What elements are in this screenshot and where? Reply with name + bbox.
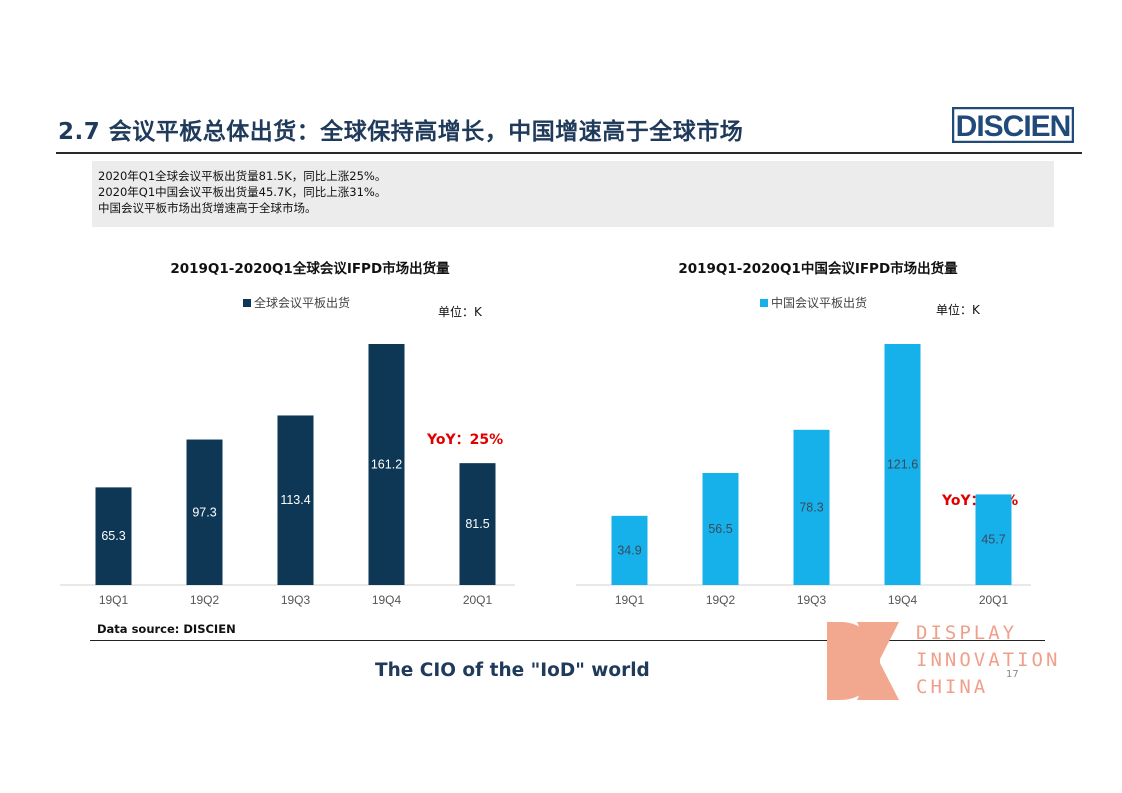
brand-line-china: CHINA <box>916 676 989 698</box>
china-bar-19q4 <box>884 344 921 585</box>
global-chart-unit: 单位：K <box>438 305 482 319</box>
china-bar-19q2 <box>702 473 739 585</box>
summary-line-3: 中国会议平板市场出货增速高于全球市场。 <box>98 201 317 215</box>
global-bar-19q4 <box>368 344 405 585</box>
china-data-label-19q3: 78.3 <box>799 500 823 514</box>
china-data-label-20q1: 45.7 <box>981 533 1005 547</box>
global-bar-19q3 <box>277 415 314 585</box>
china-legend-label: 中国会议平板出货 <box>771 296 868 310</box>
global-shipment-chart: 65.3 19Q1 97.3 19Q2 113.4 19Q3 161.2 19Q4 81.5 20… <box>60 344 515 607</box>
global-bar-19q2 <box>186 439 223 585</box>
china-tick-label-19q3: 19Q3 <box>797 593 827 607</box>
title-divider <box>56 152 1082 154</box>
summary-box: 2020年Q1全球会议平板出货量81.5K，同比上涨25%。 2020年Q1中国… <box>92 161 1054 227</box>
global-data-label-19q2: 97.3 <box>192 505 216 519</box>
global-chart-legend: 全球会议平板出货 <box>243 294 350 311</box>
global-data-label-20q1: 81.5 <box>465 517 489 531</box>
brand-line-innovation: INNOVATION <box>916 649 1061 671</box>
footer-divider <box>90 640 1045 641</box>
summary-line-1: 2020年Q1全球会议平板出货量81.5K，同比上涨25%。 <box>98 169 387 183</box>
display-innovation-china-logo-mark <box>827 622 899 700</box>
global-chart-title: 2019Q1-2020Q1全球会议IFPD市场出货量 <box>170 261 450 277</box>
global-tick-label-19q1: 19Q1 <box>99 593 129 607</box>
brand-line-display: DISPLAY <box>916 622 1018 644</box>
china-chart-title: 2019Q1-2020Q1中国会议IFPD市场出货量 <box>678 261 958 277</box>
discien-logo: DISCIEN <box>952 107 1074 143</box>
slide-title: 2.7 会议平板总体出货：全球保持高增长，中国增速高于全球市场 <box>58 119 744 145</box>
china-data-label-19q2: 56.5 <box>708 522 732 536</box>
global-tick-label-19q4: 19Q4 <box>372 593 402 607</box>
china-tick-label-19q1: 19Q1 <box>615 593 645 607</box>
china-bar-19q3 <box>793 429 830 585</box>
china-data-label-19q1: 34.9 <box>617 543 641 557</box>
tagline: The CIO of the "IoD" world <box>375 660 650 681</box>
global-legend-swatch <box>243 299 251 307</box>
summary-line-2: 2020年Q1中国会议平板出货量45.7K，同比上涨31%。 <box>98 185 387 199</box>
china-legend-swatch <box>760 299 768 307</box>
global-data-label-19q4: 161.2 <box>371 458 402 472</box>
page-number: 17 <box>1006 669 1019 680</box>
china-chart-unit: 单位：K <box>936 303 980 317</box>
global-data-label-19q1: 65.3 <box>101 529 125 543</box>
china-bar-20q1 <box>975 494 1012 585</box>
global-legend-label: 全球会议平板出货 <box>254 296 351 310</box>
svg-text:DISCIEN: DISCIEN <box>956 110 1071 143</box>
china-tick-label-19q4: 19Q4 <box>888 593 918 607</box>
data-source: Data source: DISCIEN <box>97 622 236 636</box>
china-tick-label-19q2: 19Q2 <box>706 593 736 607</box>
china-shipment-chart: 34.9 19Q1 56.5 19Q2 78.3 19Q3 121.6 19Q4 45.7 20Q… <box>576 344 1031 607</box>
global-tick-label-20q1: 20Q1 <box>463 593 493 607</box>
global-bar-20q1 <box>459 463 496 585</box>
global-tick-label-19q3: 19Q3 <box>281 593 311 607</box>
global-tick-label-19q2: 19Q2 <box>190 593 220 607</box>
global-yoy-annotation: YoY：25% <box>427 432 504 448</box>
china-tick-label-20q1: 20Q1 <box>979 593 1009 607</box>
china-chart-legend: 中国会议平板出货 <box>760 294 867 311</box>
global-bar-19q1 <box>95 487 132 585</box>
global-data-label-19q3: 113.4 <box>280 493 310 507</box>
china-bar-19q1 <box>611 515 648 585</box>
china-data-label-19q4: 121.6 <box>887 458 918 472</box>
